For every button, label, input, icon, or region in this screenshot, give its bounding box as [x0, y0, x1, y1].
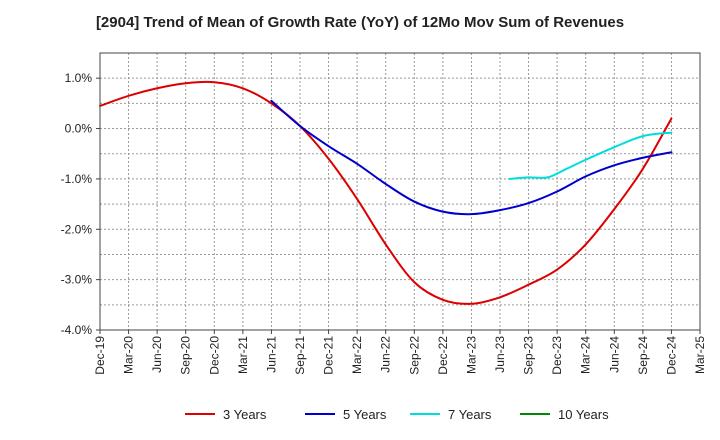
legend-label-10-years: 10 Years — [558, 407, 609, 422]
legend-label-5-years: 5 Years — [343, 407, 387, 422]
x-tick-label: Jun-21 — [264, 336, 278, 373]
x-tick-label: Mar-25 — [693, 336, 707, 374]
x-tick-label: Sep-20 — [179, 336, 193, 375]
x-tick-label: Dec-19 — [93, 336, 107, 375]
plot-frame — [99, 52, 701, 331]
grid — [100, 53, 700, 330]
y-tick-label: -4.0% — [61, 323, 93, 337]
x-tick-label: Sep-22 — [407, 336, 421, 375]
x-tick-label: Dec-20 — [207, 336, 221, 375]
y-tick-label: 0.0% — [65, 122, 93, 136]
x-tick-label: Mar-24 — [579, 336, 593, 374]
y-tick-label: -2.0% — [61, 222, 93, 236]
x-tick-label: Jun-23 — [493, 336, 507, 373]
x-tick-label: Jun-20 — [150, 336, 164, 373]
legend: 3 Years 5 Years 7 Years 10 Years — [185, 407, 609, 422]
x-tick-label: Sep-23 — [522, 336, 536, 375]
x-tick-label: Dec-21 — [322, 336, 336, 375]
x-tick-label: Mar-20 — [122, 336, 136, 374]
x-tick-label: Sep-24 — [636, 336, 650, 375]
y-axis: 1.0% 0.0% -1.0% -2.0% -3.0% -4.0% — [61, 71, 100, 337]
series-line-3-years — [99, 80, 673, 305]
series-line-7-years — [508, 131, 673, 180]
chart-title: [2904] Trend of Mean of Growth Rate (YoY… — [95, 14, 625, 31]
x-tick-label: Sep-21 — [293, 336, 307, 375]
x-tick-label: Dec-24 — [664, 336, 678, 375]
legend-label-7-years: 7 Years — [448, 407, 492, 422]
series-lines — [99, 80, 673, 305]
series-line-5-years — [270, 99, 673, 216]
x-tick-label: Mar-23 — [464, 336, 478, 374]
x-tick-label: Dec-23 — [550, 336, 564, 375]
x-axis: Dec-19 Mar-20 Jun-20 Sep-20 Dec-20 Mar-21 Jun-… — [93, 330, 707, 375]
y-tick-label: -1.0% — [61, 172, 93, 186]
x-tick-label: Mar-22 — [350, 336, 364, 374]
x-tick-label: Dec-22 — [436, 336, 450, 375]
y-tick-label: -3.0% — [61, 273, 93, 287]
x-tick-label: Mar-21 — [236, 336, 250, 374]
x-tick-label: Jun-22 — [379, 336, 393, 373]
legend-label-3-years: 3 Years — [223, 407, 267, 422]
x-tick-label: Jun-24 — [607, 336, 621, 373]
y-tick-label: 1.0% — [65, 71, 93, 85]
